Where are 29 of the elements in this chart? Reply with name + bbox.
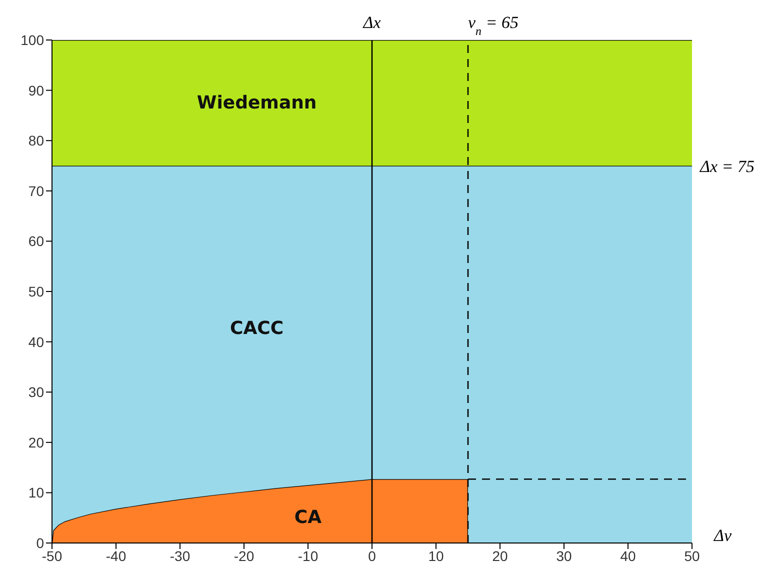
x-tick-label: 10	[428, 548, 444, 564]
y-tick-label: 30	[28, 384, 44, 400]
text: v$_{n}$ = 65	[468, 13, 518, 38]
x-tick-label: -30	[170, 548, 190, 564]
y-tick-label: 70	[28, 182, 44, 199]
x-tick-label: -10	[298, 548, 318, 564]
y-tick-label: 20	[28, 434, 44, 450]
x-tick-label: 40	[620, 548, 636, 564]
x-tick-label: -50	[42, 548, 62, 564]
x-tick-label: -20	[234, 548, 254, 564]
series-label: Wiedemann	[196, 92, 317, 114]
x-axis-title: Δv	[713, 526, 732, 545]
y-tick-label: 80	[28, 132, 44, 149]
y-tick-label: 0	[36, 534, 44, 551]
y-tick-label: 100	[20, 32, 44, 48]
ref-line-label: Δx	[362, 13, 382, 32]
text: Δx = 75	[699, 156, 754, 176]
x-tick-label: 20	[492, 548, 508, 564]
x-tick-label: 0	[368, 548, 376, 564]
y-tick-label: 10	[28, 484, 44, 501]
y-tick-label: 50	[28, 283, 44, 300]
x-tick-label: 30	[556, 548, 572, 564]
x-tick-label: -40	[106, 548, 126, 564]
series-label: CACC	[230, 318, 284, 340]
y-tick-label: 40	[28, 334, 44, 350]
y-tick-label: 90	[28, 82, 44, 98]
y-tick-label: 60	[28, 233, 44, 250]
series-label: CA	[294, 506, 322, 528]
x-tick-label: 50	[684, 548, 700, 564]
